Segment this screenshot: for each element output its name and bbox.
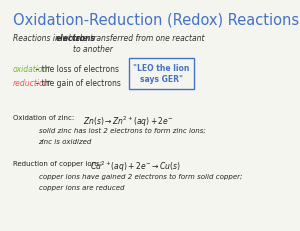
Text: $Zn(s) \rightarrow Zn^{2+}(aq) + 2e^{-}$: $Zn(s) \rightarrow Zn^{2+}(aq) + 2e^{-}$: [82, 114, 173, 129]
Text: solid zinc has lost 2 electrons to form zinc ions;: solid zinc has lost 2 electrons to form …: [38, 128, 205, 134]
Text: reduction: reduction: [13, 79, 50, 88]
Text: are transferred from one reactant
to another: are transferred from one reactant to ano…: [73, 34, 205, 54]
Text: Reduction of copper ions:: Reduction of copper ions:: [13, 161, 102, 167]
FancyBboxPatch shape: [129, 58, 194, 89]
Text: copper ions have gained 2 electrons to form solid copper;: copper ions have gained 2 electrons to f…: [38, 174, 242, 180]
Text: – the loss of electrons: – the loss of electrons: [33, 65, 119, 74]
Text: electrons: electrons: [56, 34, 96, 43]
Text: oxidation: oxidation: [13, 65, 48, 74]
Text: copper ions are reduced: copper ions are reduced: [38, 185, 124, 191]
Text: Reactions in which: Reactions in which: [13, 34, 87, 43]
Text: $Cu^{2+}(aq) + 2e^{-} \rightarrow Cu(s)$: $Cu^{2+}(aq) + 2e^{-} \rightarrow Cu(s)$: [89, 160, 181, 174]
Text: zinc is oxidized: zinc is oxidized: [38, 140, 92, 146]
Text: – the gain of electrons: – the gain of electrons: [33, 79, 121, 88]
Text: "LEO the lion
says GER": "LEO the lion says GER": [133, 64, 190, 84]
Text: Oxidation-Reduction (Redox) Reactions: Oxidation-Reduction (Redox) Reactions: [13, 13, 299, 28]
Text: Oxidation of zinc:: Oxidation of zinc:: [13, 116, 74, 122]
